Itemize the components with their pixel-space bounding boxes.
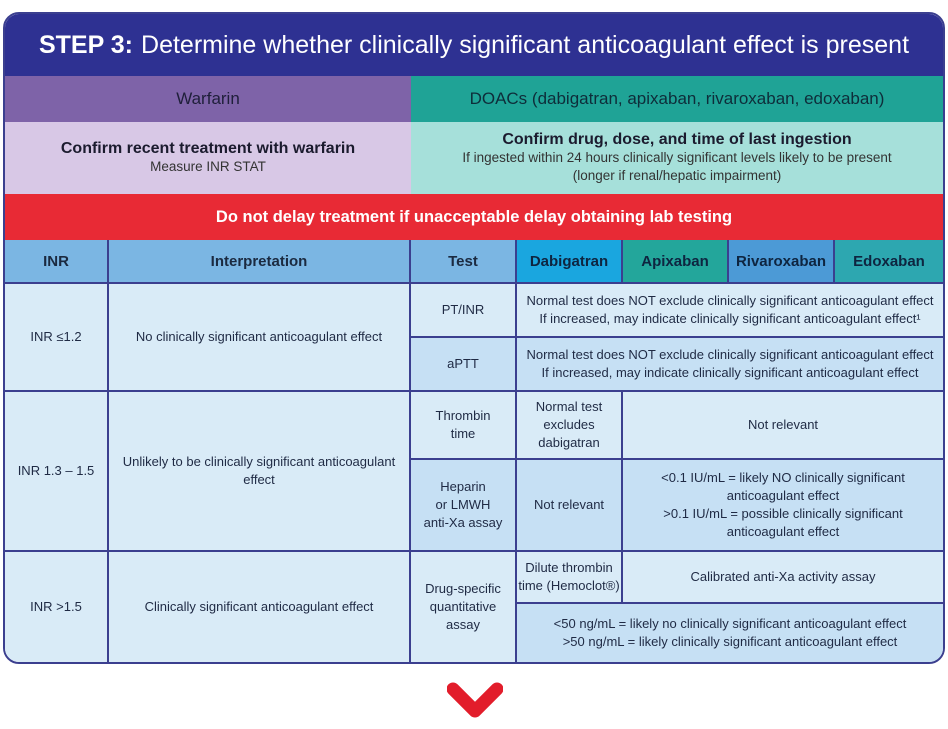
row3-interpretation-text: Clinically significant anticoagulant eff…: [144, 599, 374, 614]
row2-test-antixa-line2: or LMWH: [435, 497, 491, 512]
row2-thrombin-dab-line1: Normal test: [535, 399, 603, 414]
row3-inr: INR >1.5: [5, 552, 109, 662]
row2-antixa-others: <0.1 IU/mL = likely NO clinically signif…: [623, 460, 943, 552]
col-test: Test: [411, 240, 517, 284]
row2-antixa-dab-text: Not relevant: [533, 497, 605, 512]
row2-test-antixa: Heparin or LMWH anti-Xa assay: [411, 460, 517, 552]
col-interpretation: Interpretation: [109, 240, 411, 284]
row3-dab-line1: Dilute thrombin: [525, 560, 613, 575]
row3-test-line1: Drug-specific: [425, 581, 501, 596]
row2-antixa-dabigatran: Not relevant: [517, 460, 623, 552]
row1-test-ptinr: PT/INR: [411, 284, 517, 338]
row3-others-text: Calibrated anti-Xa activity assay: [690, 569, 876, 584]
row1-inr: INR ≤1.2: [5, 284, 109, 392]
warfarin-confirm: Confirm recent treatment with warfarin M…: [5, 122, 411, 194]
row3-test: Drug-specific quantitative assay: [411, 552, 517, 662]
row3-inr-value: INR >1.5: [30, 599, 82, 614]
row3-levels: <50 ng/mL = likely no clinically signifi…: [517, 604, 943, 662]
row2-inr: INR 1.3 – 1.5: [5, 392, 109, 552]
warning-banner: Do not delay treatment if unacceptable d…: [5, 194, 943, 240]
row1-aptt-result: Normal test does NOT exclude clinically …: [517, 338, 943, 392]
algorithm-card: STEP 3: Determine whether clinically sig…: [3, 12, 945, 664]
row1-ptinr-result: Normal test does NOT exclude clinically …: [517, 284, 943, 338]
warfarin-confirm-title: Confirm recent treatment with warfarin: [60, 140, 356, 157]
row1-interpretation-text: No clinically significant anticoagulant …: [135, 329, 383, 344]
row2-inr-value: INR 1.3 – 1.5: [17, 463, 95, 478]
row2-test-thrombin: Thrombin time: [411, 392, 517, 460]
row1-aptt-line2: If increased, may indicate clinically si…: [541, 365, 919, 380]
col-rivaroxaban: Rivaroxaban: [729, 240, 835, 284]
row2-thrombin-others: Not relevant: [623, 392, 943, 460]
row2-test-thrombin-line2: time: [450, 426, 476, 441]
row3-levels-line2: >50 ng/mL = likely clinically significan…: [562, 634, 898, 649]
row3-test-line2: quantitative: [429, 599, 497, 614]
warfarin-confirm-sub: Measure INR STAT: [150, 159, 266, 174]
doacs-confirm-sub2: (longer if renal/hepatic impairment): [572, 168, 782, 183]
row2-antixa-line1: <0.1 IU/mL = likely NO clinically signif…: [661, 470, 905, 485]
row3-others: Calibrated anti-Xa activity assay: [623, 552, 943, 604]
row2-interpretation-text: Unlikely to be clinically significant an…: [122, 454, 396, 487]
doacs-confirm-title: Confirm drug, dose, and time of last ing…: [502, 131, 852, 148]
row2-test-antixa-line1: Heparin: [440, 479, 486, 494]
row1-test-aptt: aPTT: [411, 338, 517, 392]
step-label: STEP 3:: [38, 30, 134, 59]
col-test-label: Test: [448, 252, 478, 270]
doacs-confirm-sub1: If ingested within 24 hours clinically s…: [462, 150, 892, 165]
row1-aptt-line1: Normal test does NOT exclude clinically …: [526, 347, 934, 362]
col-apixaban: Apixaban: [623, 240, 729, 284]
warfarin-header: Warfarin: [5, 76, 411, 122]
row2-thrombin-others-text: Not relevant: [747, 417, 819, 432]
col-dabigatran-label: Dabigatran: [529, 252, 609, 270]
row3-interpretation: Clinically significant anticoagulant eff…: [109, 552, 411, 662]
row3-test-line3: assay: [446, 617, 480, 632]
row2-thrombin-dab-line2: excludes: [543, 417, 595, 432]
row2-antixa-line2: anticoagulant effect: [726, 488, 840, 503]
row2-test-thrombin-line1: Thrombin: [435, 408, 491, 423]
row1-test-aptt-label: aPTT: [447, 356, 479, 371]
row2-antixa-line4: anticoagulant effect: [726, 524, 840, 539]
row2-thrombin-dabigatran: Normal test excludes dabigatran: [517, 392, 623, 460]
row3-dabigatran: Dilute thrombin time (Hemoclot®): [517, 552, 623, 604]
col-edoxaban: Edoxaban: [835, 240, 943, 284]
warfarin-header-label: Warfarin: [176, 89, 240, 108]
row1-ptinr-line2: If increased, may indicate clinically si…: [539, 311, 921, 326]
row3-dab-line2: time (Hemoclot®): [518, 578, 620, 593]
row2-test-antixa-line3: anti-Xa assay: [423, 515, 503, 530]
row2-antixa-line3: >0.1 IU/mL = possible clinically signifi…: [663, 506, 903, 521]
row1-ptinr-line1: Normal test does NOT exclude clinically …: [526, 293, 934, 308]
row3-levels-line1: <50 ng/mL = likely no clinically signifi…: [553, 616, 907, 631]
doacs-header-label: DOACs (dabigatran, apixaban, rivaroxaban…: [469, 89, 885, 108]
step-title: STEP 3: Determine whether clinically sig…: [5, 14, 943, 76]
row2-interpretation: Unlikely to be clinically significant an…: [109, 392, 411, 552]
doacs-header: DOACs (dabigatran, apixaban, rivaroxaban…: [411, 76, 943, 122]
col-inr-label: INR: [43, 252, 69, 270]
col-edoxaban-label: Edoxaban: [853, 252, 925, 270]
row2-thrombin-dab-line3: dabigatran: [538, 435, 600, 450]
col-inr: INR: [5, 240, 109, 284]
chevron-down-icon: [447, 682, 503, 718]
col-apixaban-label: Apixaban: [641, 252, 709, 270]
doacs-confirm: Confirm drug, dose, and time of last ing…: [411, 122, 943, 194]
step-text: Determine whether clinically significant…: [141, 30, 910, 59]
row1-interpretation: No clinically significant anticoagulant …: [109, 284, 411, 392]
warning-banner-text: Do not delay treatment if unacceptable d…: [215, 207, 733, 226]
col-interpretation-label: Interpretation: [210, 252, 308, 270]
col-rivaroxaban-label: Rivaroxaban: [735, 252, 827, 270]
col-dabigatran: Dabigatran: [517, 240, 623, 284]
row1-inr-value: INR ≤1.2: [30, 329, 82, 344]
row1-test-ptinr-label: PT/INR: [441, 302, 485, 317]
